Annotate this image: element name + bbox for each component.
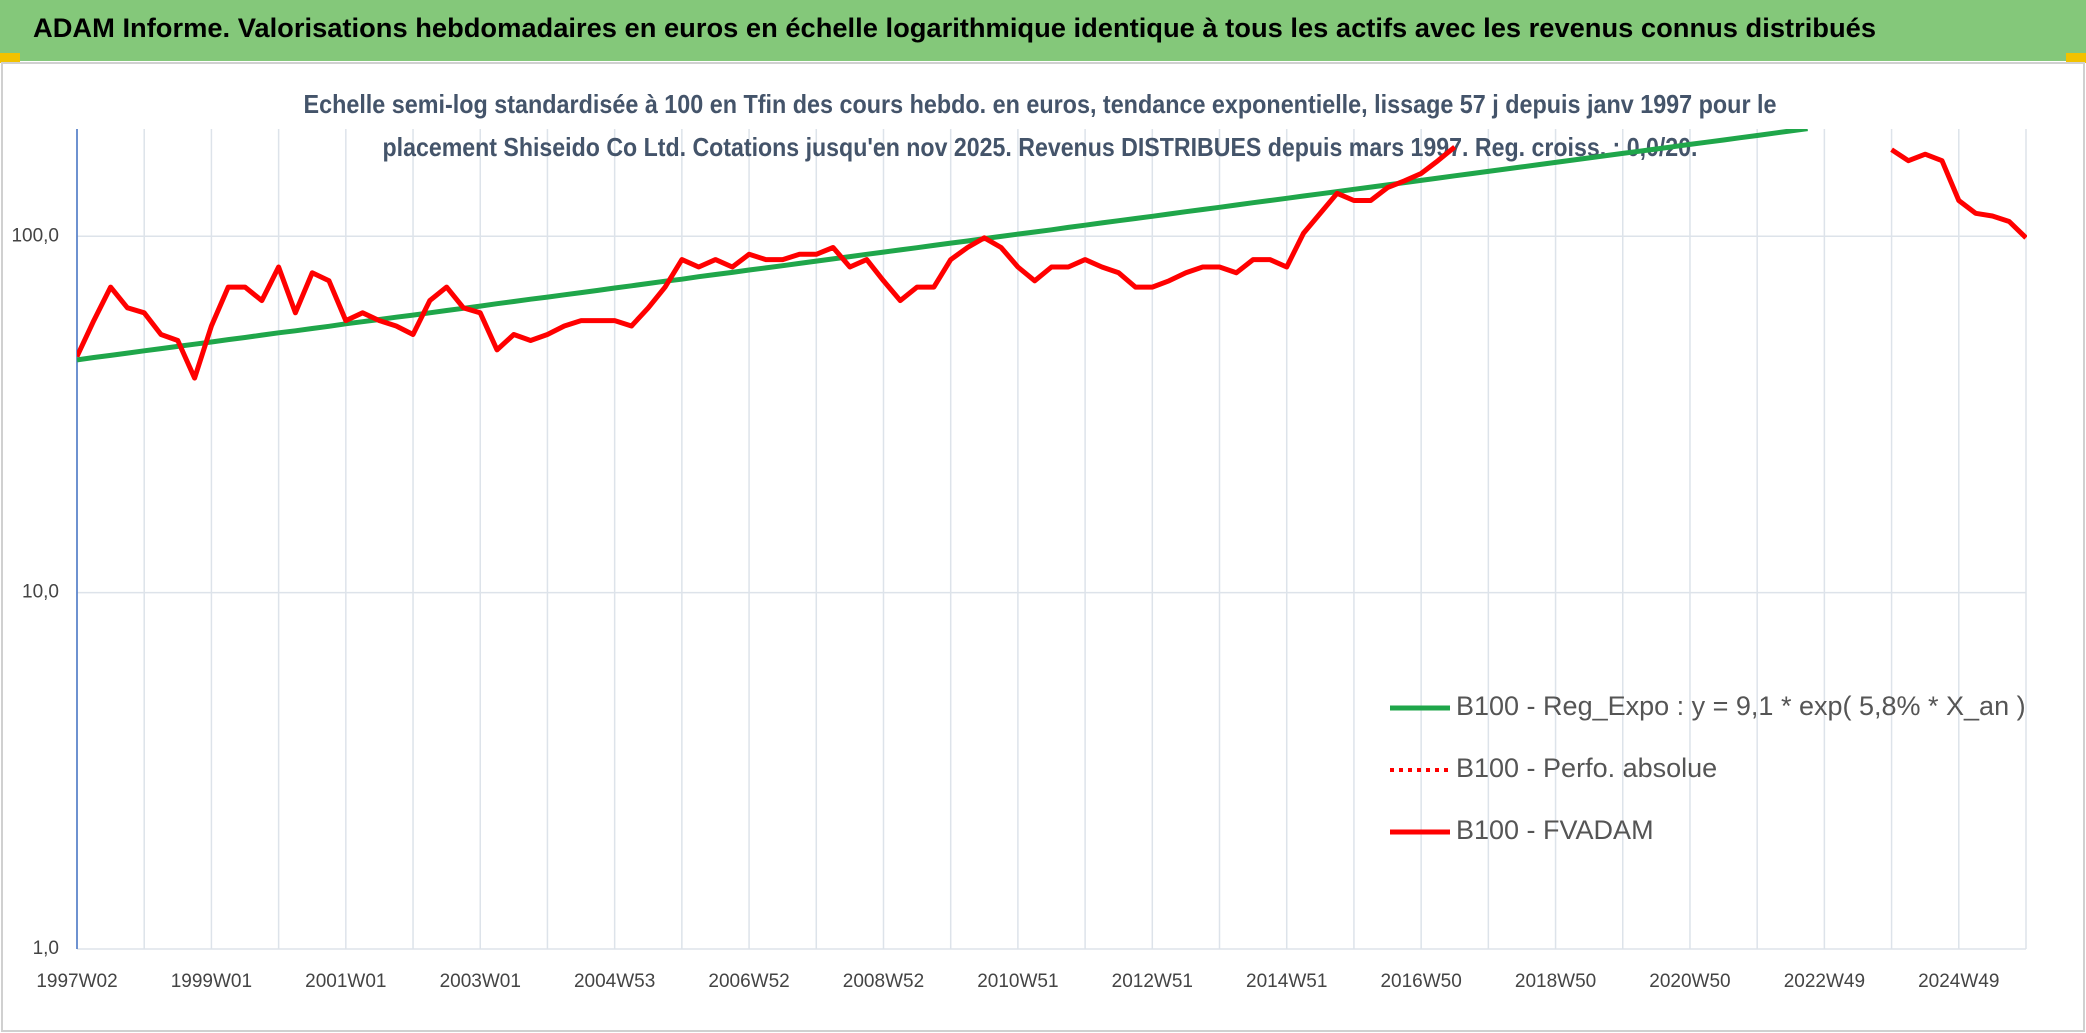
- header-bar: [0, 0, 2086, 61]
- y-tick-label: 100,0: [11, 225, 59, 246]
- x-tick-label: 2003W01: [440, 971, 521, 992]
- corner-mark: [2066, 53, 2086, 63]
- series-line: [77, 145, 1457, 381]
- chart-title: ADAM Informe. Valorisations hebdomadaire…: [33, 13, 1876, 43]
- chart-frame: [1, 62, 2085, 1032]
- x-tick-label: 2001W01: [305, 971, 386, 992]
- y-tick-label: 1,0: [33, 938, 59, 959]
- series-line: [77, 129, 1808, 363]
- x-tick-label: 2012W51: [1112, 971, 1193, 992]
- legend-label: B100 - Perfo. absolue: [1456, 753, 1717, 783]
- x-tick-label: 2024W49: [1918, 971, 1999, 992]
- plot-area: [77, 129, 2027, 381]
- series-line: [1890, 147, 2027, 240]
- legend-label: B100 - FVADAM: [1456, 815, 1654, 845]
- chart-subtitle: placement Shiseido Co Ltd. Cotations jus…: [383, 132, 1698, 162]
- x-tick-label: 1997W02: [36, 971, 117, 992]
- x-tick-label: 2010W51: [977, 971, 1058, 992]
- x-tick-label: 1999W01: [171, 971, 252, 992]
- legend-label: B100 - Reg_Expo : y = 9,1 * exp( 5,8% * …: [1456, 691, 2026, 721]
- x-tick-label: 2014W51: [1246, 971, 1327, 992]
- y-tick-label: 10,0: [22, 582, 59, 603]
- x-tick-label: 2004W53: [574, 971, 655, 992]
- corner-mark: [0, 53, 20, 63]
- x-tick-label: 2022W49: [1784, 971, 1865, 992]
- x-tick-label: 2006W52: [708, 971, 789, 992]
- chart-subtitle: Echelle semi-log standardisée à 100 en T…: [304, 89, 1777, 119]
- x-tick-label: 2018W50: [1515, 971, 1596, 992]
- x-tick-label: 2008W52: [843, 971, 924, 992]
- x-tick-label: 2020W50: [1649, 971, 1730, 992]
- legend: B100 - Reg_Expo : y = 9,1 * exp( 5,8% * …: [1390, 691, 2026, 845]
- x-tick-label: 2016W50: [1380, 971, 1461, 992]
